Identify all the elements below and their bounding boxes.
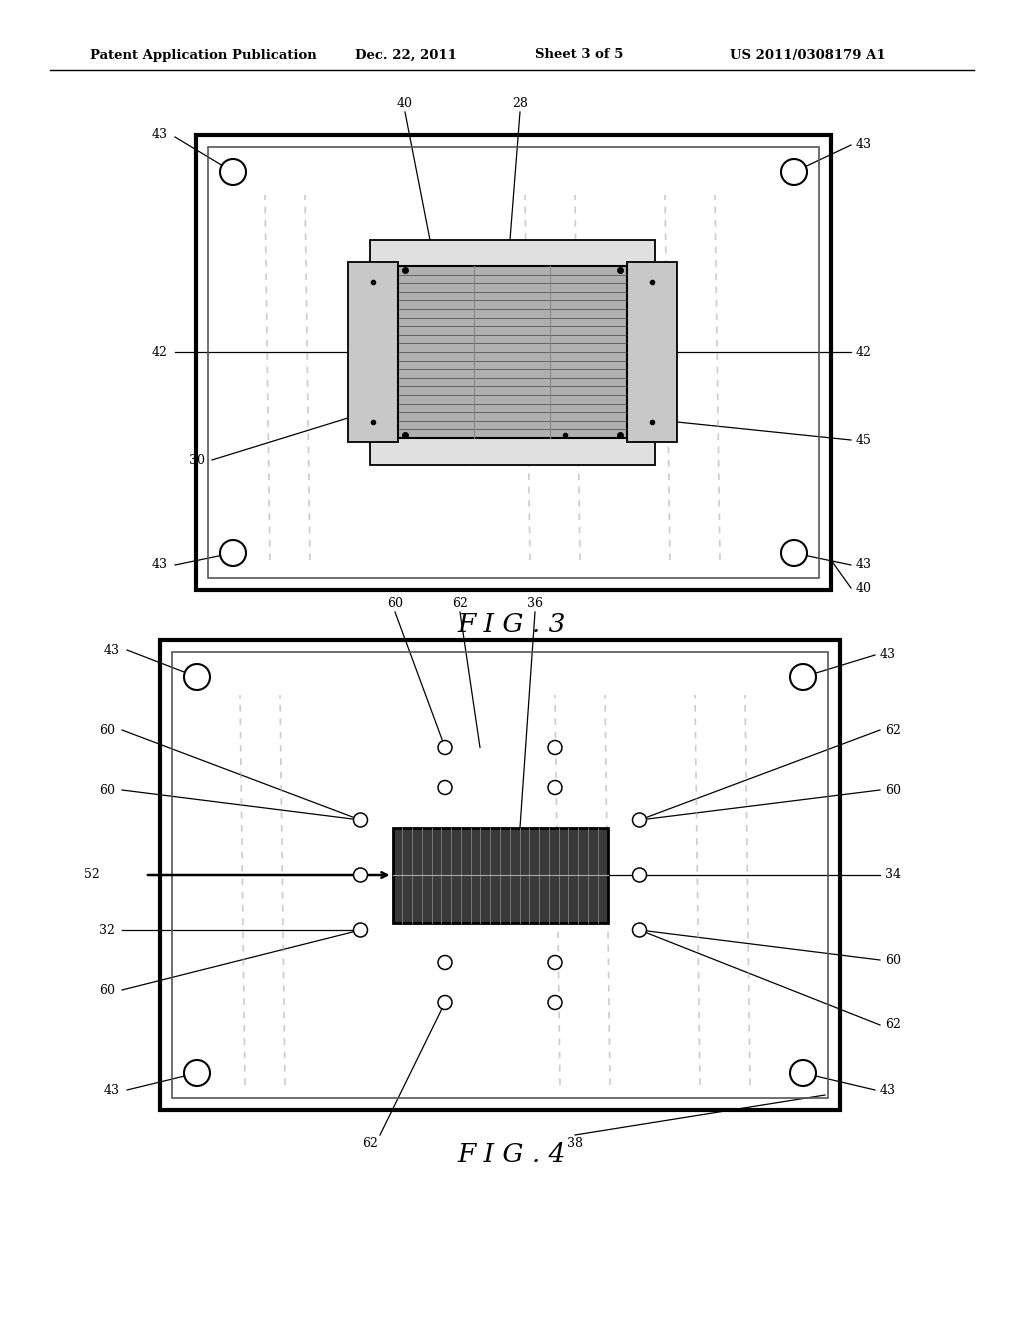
Bar — [392, 828, 607, 923]
Text: 62: 62 — [452, 597, 468, 610]
Bar — [627, 261, 677, 442]
Text: 38: 38 — [567, 1137, 583, 1150]
Circle shape — [548, 741, 562, 755]
Text: 5: 5 — [417, 290, 425, 304]
Circle shape — [353, 923, 368, 937]
Circle shape — [184, 1060, 210, 1086]
Circle shape — [438, 995, 452, 1010]
Text: 60: 60 — [885, 784, 901, 796]
Circle shape — [781, 540, 807, 566]
Circle shape — [548, 780, 562, 795]
Text: 62: 62 — [362, 1137, 378, 1150]
Circle shape — [633, 813, 646, 828]
Circle shape — [781, 158, 807, 185]
Text: 60: 60 — [387, 597, 403, 610]
Text: 60: 60 — [885, 953, 901, 966]
Text: 43: 43 — [104, 1084, 120, 1097]
Text: 32: 32 — [99, 924, 115, 936]
Circle shape — [184, 664, 210, 690]
Text: Patent Application Publication: Patent Application Publication — [90, 49, 316, 62]
Text: 43: 43 — [856, 558, 872, 572]
Bar — [172, 652, 828, 1098]
Text: 43: 43 — [152, 558, 168, 572]
Text: 5: 5 — [417, 453, 425, 466]
Text: US 2011/0308179 A1: US 2011/0308179 A1 — [730, 49, 886, 62]
Circle shape — [548, 995, 562, 1010]
Circle shape — [438, 956, 452, 969]
Text: Sheet 3 of 5: Sheet 3 of 5 — [535, 49, 624, 62]
Circle shape — [633, 869, 646, 882]
Text: 43: 43 — [856, 139, 872, 152]
Text: 43: 43 — [880, 648, 896, 661]
Text: 45: 45 — [856, 433, 871, 446]
Circle shape — [548, 956, 562, 969]
Circle shape — [438, 741, 452, 755]
Circle shape — [438, 780, 452, 795]
Bar — [348, 261, 398, 442]
Text: 43: 43 — [152, 128, 168, 141]
Text: F I G . 3: F I G . 3 — [458, 612, 566, 638]
Bar — [160, 640, 840, 1110]
Circle shape — [633, 923, 646, 937]
Circle shape — [220, 540, 246, 566]
Text: 60: 60 — [99, 723, 115, 737]
Text: 30: 30 — [189, 454, 205, 466]
Bar — [370, 405, 655, 465]
Text: 43: 43 — [104, 644, 120, 656]
Text: 40: 40 — [856, 582, 872, 594]
Circle shape — [790, 664, 816, 690]
Text: 62: 62 — [885, 723, 901, 737]
Text: 36: 36 — [527, 597, 543, 610]
Text: 52: 52 — [84, 869, 100, 882]
Text: 42: 42 — [856, 346, 871, 359]
Text: 43: 43 — [880, 1084, 896, 1097]
Text: 40: 40 — [397, 96, 413, 110]
Bar — [398, 267, 627, 438]
Text: 60: 60 — [99, 983, 115, 997]
Circle shape — [353, 869, 368, 882]
Circle shape — [220, 158, 246, 185]
Text: 62: 62 — [885, 1019, 901, 1031]
Text: 34: 34 — [885, 869, 901, 882]
Circle shape — [353, 813, 368, 828]
Text: Dec. 22, 2011: Dec. 22, 2011 — [355, 49, 457, 62]
Bar — [196, 135, 831, 590]
Bar — [370, 240, 655, 300]
Text: 28: 28 — [512, 96, 528, 110]
Text: F I G . 4: F I G . 4 — [458, 1142, 566, 1167]
Text: 42: 42 — [153, 346, 168, 359]
Text: 60: 60 — [99, 784, 115, 796]
Bar — [208, 147, 819, 578]
Circle shape — [790, 1060, 816, 1086]
